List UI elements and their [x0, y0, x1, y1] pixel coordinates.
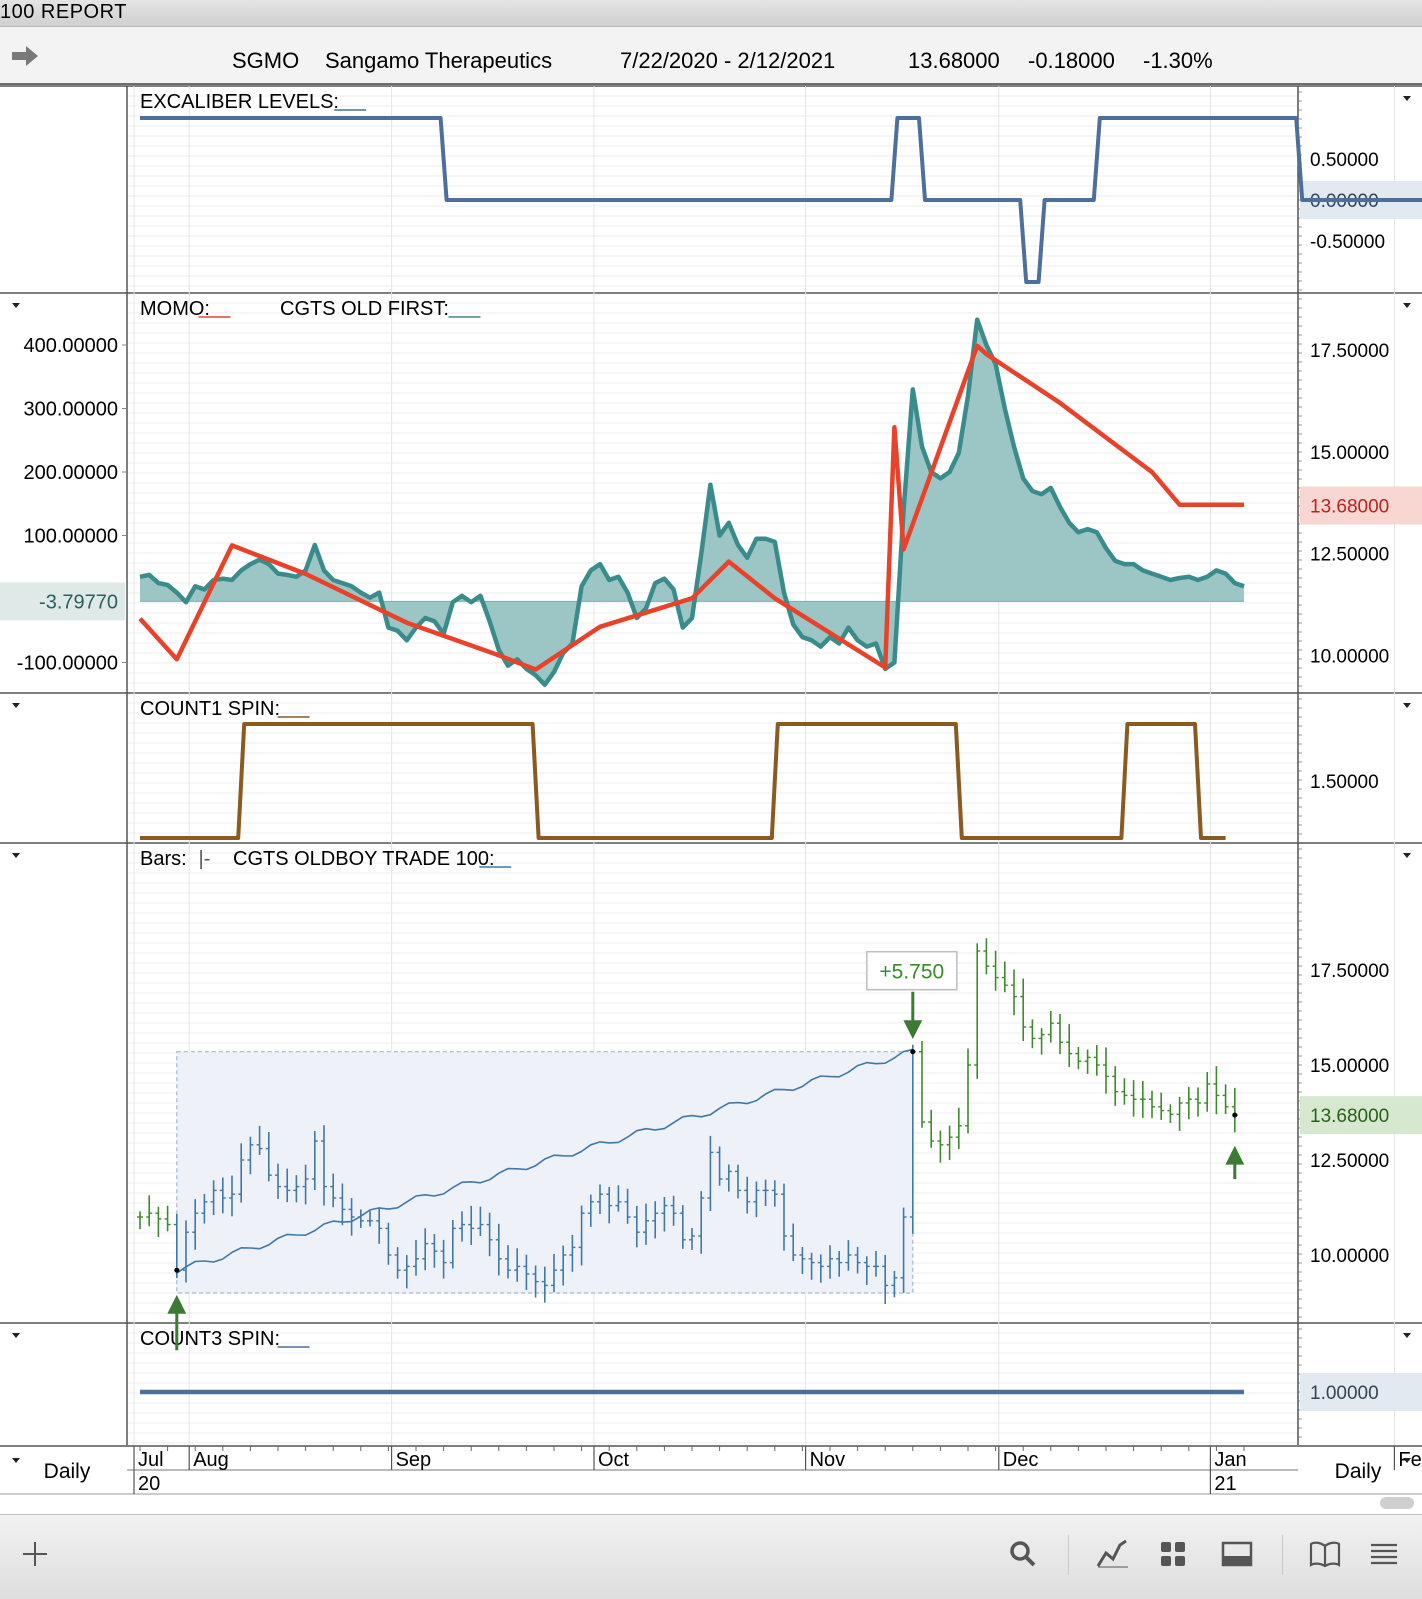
last-value-highlight: [1300, 1373, 1422, 1411]
dropdown-arrow-icon[interactable]: [12, 303, 20, 308]
cgts-old-first-line: [139, 317, 1245, 687]
pane-title: MOMO:: [140, 298, 210, 320]
month-label: Feb: [1398, 1449, 1422, 1471]
excaliber-line: [140, 116, 1422, 284]
last-price-marker: [1232, 1112, 1238, 1118]
book-icon[interactable]: [1308, 1539, 1342, 1569]
left-axis-label: 100.00000: [23, 526, 118, 548]
timeframe-left: Daily: [44, 1460, 91, 1483]
dropdown-arrow-icon[interactable]: [1403, 303, 1411, 308]
search-icon[interactable]: [1008, 1539, 1038, 1569]
bottom-toolbar: [0, 1514, 1422, 1599]
pane-title: EXCALIBER LEVELS:: [140, 91, 339, 113]
month-label: Dec: [1003, 1449, 1039, 1471]
window-titlebar: 100 REPORT: [0, 0, 1422, 27]
month-label: Jan: [1214, 1449, 1246, 1471]
last-value-highlight: [1300, 486, 1422, 525]
left-axis-label: -100.00000: [17, 653, 118, 675]
momo-line: [138, 343, 1244, 672]
quote-header: SGMO Sangamo Therapeutics 7/22/2020 - 2/…: [0, 27, 1422, 85]
month-label: Sep: [396, 1449, 432, 1471]
price-change: -0.18000: [1028, 48, 1115, 73]
arrow-right-icon[interactable]: [10, 45, 40, 67]
company-name: Sangamo Therapeutics: [325, 48, 553, 73]
dropdown-arrow-icon[interactable]: [12, 1333, 20, 1338]
pane-title: Bars:: [140, 848, 187, 870]
profit-label-box: [866, 950, 958, 991]
menu-icon[interactable]: [1368, 1539, 1400, 1569]
sell-arrow-icon: [903, 991, 923, 1040]
entry-marker: [174, 1267, 180, 1273]
dropdown-arrow-icon[interactable]: [1403, 1333, 1411, 1338]
pane-title: COUNT1 SPIN:: [140, 698, 280, 720]
right-axis-label: 15.00000: [1310, 1056, 1389, 1077]
dropdown-arrow-icon[interactable]: [1403, 96, 1411, 101]
pane-title-suffix: |-: [199, 848, 211, 870]
right-axis-label: 10.00000: [1310, 1246, 1389, 1267]
left-axis-label: 200.00000: [23, 462, 118, 484]
up-arrow-icon: [1225, 1145, 1245, 1180]
count1-spin-line: [140, 722, 1226, 840]
right-axis-label: 1.50000: [1310, 772, 1379, 793]
month-label: Oct: [598, 1449, 630, 1471]
exit-marker: [910, 1049, 916, 1055]
year-label: 20: [138, 1473, 160, 1495]
pane-title: COUNT3 SPIN:: [140, 1328, 280, 1350]
right-axis-label: 17.50000: [1310, 961, 1389, 982]
window-title: 100 REPORT: [0, 1, 127, 23]
dropdown-arrow-icon[interactable]: [12, 703, 20, 708]
left-value-highlight: [0, 582, 125, 621]
right-axis-label: 12.50000: [1310, 1151, 1389, 1172]
dropdown-arrow-icon[interactable]: [12, 853, 20, 858]
right-axis-label: -0.50000: [1310, 232, 1385, 253]
trade-range-box: [176, 1051, 914, 1294]
last-value-label: 1.00000: [1310, 1383, 1379, 1404]
date-range: 7/22/2020 - 2/12/2021: [620, 48, 836, 73]
right-axis-label: 12.50000: [1310, 545, 1389, 566]
layout-panel-icon[interactable]: [1220, 1539, 1254, 1569]
symbol: SGMO: [232, 48, 300, 73]
month-label: Jul: [138, 1449, 164, 1471]
last-value-label: 13.68000: [1310, 1106, 1389, 1127]
line-chart-icon[interactable]: [1096, 1539, 1130, 1569]
dropdown-arrow-icon[interactable]: [1403, 1458, 1411, 1463]
horizontal-scrollbar[interactable]: [1380, 1497, 1414, 1509]
profit-label: +5.750: [879, 961, 944, 984]
cgts-oldboy-trade-line: [176, 1048, 913, 1274]
dropdown-arrow-icon[interactable]: [12, 1458, 20, 1463]
last-price: 13.68000: [908, 48, 1000, 73]
add-icon[interactable]: [20, 1539, 50, 1569]
left-axis-label: 400.00000: [23, 335, 118, 357]
pane-title-2: CGTS OLDBOY TRADE 100:: [233, 848, 495, 870]
right-axis-label: 17.50000: [1310, 341, 1389, 362]
right-axis-label: 10.00000: [1310, 646, 1389, 667]
chart-area[interactable]: EXCALIBER LEVELS: MOMO: CGTS OLD FIRST: COU…: [0, 84, 1422, 1512]
left-axis-label: 300.00000: [23, 399, 118, 421]
cgts-area-fill: [140, 319, 1244, 685]
buy-arrow-icon: [167, 1294, 187, 1351]
year-label: 21: [1214, 1473, 1236, 1495]
dropdown-arrow-icon[interactable]: [1403, 703, 1411, 708]
last-value-highlight: [1300, 1096, 1422, 1135]
pane-title-2: CGTS OLD FIRST:: [280, 298, 449, 320]
timeframe-right: Daily: [1335, 1460, 1382, 1483]
dropdown-arrow-icon[interactable]: [1403, 853, 1411, 858]
month-label: Aug: [193, 1449, 229, 1471]
grid-icon[interactable]: [1158, 1539, 1188, 1569]
left-value-label: -3.79770: [39, 591, 118, 613]
price-change-pct: -1.30%: [1143, 48, 1213, 73]
right-axis-label: 15.00000: [1310, 443, 1389, 464]
last-value-label: 13.68000: [1310, 496, 1389, 517]
right-axis-label: 0.50000: [1310, 150, 1379, 171]
month-label: Nov: [810, 1449, 846, 1471]
